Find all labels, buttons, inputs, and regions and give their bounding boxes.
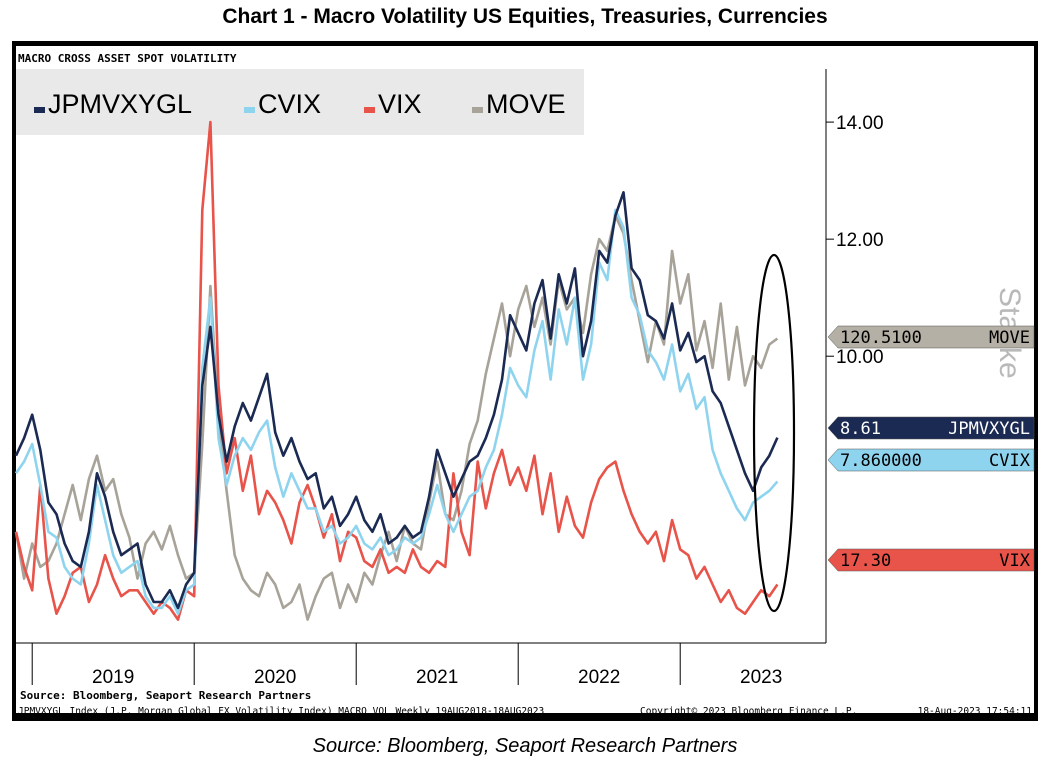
x-tick-label: 2020: [254, 667, 296, 688]
panel-header: MACRO CROSS ASSET SPOT VOLATILITY: [18, 52, 237, 65]
last-value-tag: [827, 325, 1035, 349]
page-title: Chart 1 - Macro Volatility US Equities, …: [222, 5, 828, 28]
footer-right: 18-Aug-2023 17:54:11: [918, 706, 1033, 717]
legend-label: MOVE: [486, 89, 566, 119]
legend-swatch: [364, 107, 375, 113]
last-value-number: 7.860000: [840, 451, 922, 471]
x-tick-label: 2023: [740, 667, 782, 688]
x-tick-label: 2019: [92, 667, 134, 688]
x-tick-label: 2021: [416, 667, 458, 688]
y-tick-label: 12.00: [836, 230, 884, 251]
last-value-name: CVIX: [989, 451, 1031, 471]
series-line-jpmvxygl: [14, 191, 779, 610]
legend-swatch: [472, 107, 483, 113]
series-line-vix: [14, 120, 779, 621]
series-line-move: [14, 214, 779, 621]
volatility-chart: MACRO CROSS ASSET SPOT VOLATILITY JPMVXY…: [14, 46, 1035, 717]
plot-area: [16, 46, 826, 643]
legend-box: [16, 69, 584, 135]
caption: Source: Bloomberg, Seaport Research Part…: [312, 735, 738, 757]
y-tick-label: 14.00: [836, 113, 884, 134]
x-axis: 2019 2020 2021 2022 2023: [31, 643, 782, 688]
highlight-ellipse: [752, 253, 796, 613]
legend-label: JPMVXYGL: [48, 89, 192, 119]
source-note: Source: Bloomberg, Seaport Research Part…: [20, 689, 311, 702]
legend: JPMVXYGL CVIX VIX MOVE: [34, 89, 566, 119]
last-value-tag: [827, 448, 1035, 472]
last-value-number: 120.5100: [840, 328, 922, 348]
y-tick-label: 10.00: [836, 347, 884, 368]
chart-frame: MACRO CROSS ASSET SPOT VOLATILITY JPMVXY…: [12, 41, 1038, 721]
y-axis: 14.00 12.00 10.00: [826, 113, 884, 368]
footer-left: JPMVXYGL Index (J.P. Morgan Global FX Vo…: [18, 706, 544, 717]
series-lines: [14, 120, 779, 621]
x-tick-label: 2022: [578, 667, 620, 688]
last-value-labels: 8.61 JPMVXYGL 7.860000 CVIX 17.30 VIX 120.5100…: [827, 325, 1035, 572]
last-value-number: 8.61: [840, 419, 881, 439]
legend-swatch: [34, 107, 45, 113]
last-value-name: VIX: [999, 551, 1030, 571]
x-axis-band: [16, 643, 1034, 713]
series-line-cvix: [14, 208, 779, 616]
legend-label: CVIX: [258, 89, 321, 119]
last-value-tag: [827, 416, 1035, 440]
last-value-tag: [827, 548, 1035, 572]
footer-mid: Copyright© 2023 Bloomberg Finance L.P.: [640, 706, 857, 717]
legend-swatch: [244, 107, 255, 113]
last-value-number: 17.30: [840, 551, 891, 571]
last-value-name: MOVE: [989, 328, 1030, 348]
legend-label: VIX: [378, 89, 422, 119]
last-value-name: JPMVXYGL: [948, 419, 1030, 439]
